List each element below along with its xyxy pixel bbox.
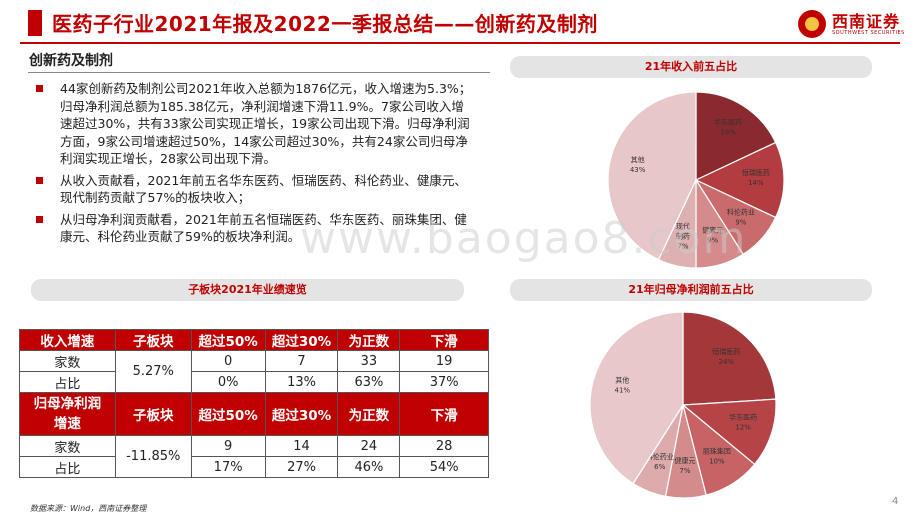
table-header-row: 归母净利润增速 子板块 超过50% 超过30% 为正数 下滑 <box>20 393 489 436</box>
sector-growth-value: 5.27% <box>115 351 191 393</box>
table-cell: 17% <box>191 457 265 478</box>
table-header-cell: 收入增速 <box>20 330 116 351</box>
table-header-cell: 子板块 <box>115 330 191 351</box>
table-cell: 33 <box>338 351 400 372</box>
logo-emblem-icon <box>798 10 826 38</box>
table-header-cell: 下滑 <box>400 393 489 436</box>
company-logo: 西南证券 SOUTHWEST SECURITIES <box>798 6 908 42</box>
table-cell: 19 <box>400 351 489 372</box>
table-row-label: 家数 <box>20 351 116 372</box>
table-header-cell: 超过50% <box>191 393 265 436</box>
table-cell: 0 <box>191 351 265 372</box>
table-header-cell: 归母净利润 增速 <box>20 393 116 436</box>
np-header-line1: 归母净利润 <box>34 396 102 412</box>
table-row-label: 占比 <box>20 372 116 393</box>
table-cell: 28 <box>400 436 489 457</box>
data-source-note: 数据来源：Wind，西南证券整理 <box>30 503 146 514</box>
table-cell: 9 <box>191 436 265 457</box>
table-header-cell: 为正数 <box>338 330 400 351</box>
bullet-square-icon <box>36 85 43 92</box>
table-cell: 46% <box>338 457 400 478</box>
bullet-text: 从收入贡献看，2021年前五名华东医药、恒瑞医药、科伦药业、健康元、现代制药贡献… <box>60 173 467 206</box>
section-heading: 创新药及制剂 <box>29 50 113 70</box>
bullet-item: 44家创新药及制剂公司2021年收入总额为1876亿元，收入增速为5.3%；归母… <box>36 80 476 168</box>
table-title: 子板块2021年业绩速览 <box>31 279 464 301</box>
logo-english-name: SOUTHWEST SECURITIES <box>832 30 905 36</box>
np-header-line2: 增速 <box>54 416 81 432</box>
table-row: 家数 -11.85% 9 14 24 28 <box>20 436 489 457</box>
table-header-cell: 下滑 <box>400 330 489 351</box>
page-title: 医药子行业2021年报及2022一季报总结——创新药及制剂 <box>52 8 598 37</box>
table-header-cell: 超过30% <box>265 393 338 436</box>
net-profit-pie-chart: 恒瑞医药 24%华东医药 12%丽珠集团 10%健康元 7%科伦药业 6%其他 41% <box>578 300 788 510</box>
sector-growth-value: -11.85% <box>115 436 191 478</box>
performance-table: 收入增速 子板块 超过50% 超过30% 为正数 下滑 家数 5.27% 0 7… <box>19 329 489 478</box>
table-header-cell: 超过30% <box>265 330 338 351</box>
chart-title-net-profit: 21年归母净利润前五占比 <box>510 279 872 301</box>
bullet-text: 44家创新药及制剂公司2021年收入总额为1876亿元，收入增速为5.3%；归母… <box>60 81 471 166</box>
table-row-label: 家数 <box>20 436 116 457</box>
table-cell: 0% <box>191 372 265 393</box>
table-header-row: 收入增速 子板块 超过50% 超过30% 为正数 下滑 <box>20 330 489 351</box>
table-cell: 7 <box>265 351 338 372</box>
table-cell: 24 <box>338 436 400 457</box>
chart-title-revenue: 21年收入前五占比 <box>510 56 872 78</box>
watermark: www.baogao8.com <box>300 213 747 264</box>
bullet-square-icon <box>36 216 43 223</box>
bullet-square-icon <box>36 177 43 184</box>
logo-name: 西南证券 <box>832 8 900 32</box>
table-header-cell: 为正数 <box>338 393 400 436</box>
table-header-cell: 子板块 <box>115 393 191 436</box>
table-cell: 27% <box>265 457 338 478</box>
table-cell: 37% <box>400 372 489 393</box>
table-row-label: 占比 <box>20 457 116 478</box>
bullet-item: 从收入贡献看，2021年前五名华东医药、恒瑞医药、科伦药业、健康元、现代制药贡献… <box>36 172 476 207</box>
table-cell: 13% <box>265 372 338 393</box>
table-row: 家数 5.27% 0 7 33 19 <box>20 351 489 372</box>
table-row: 占比 0% 13% 63% 37% <box>20 372 489 393</box>
table-cell: 14 <box>265 436 338 457</box>
title-accent-bar <box>28 10 42 36</box>
section-divider <box>28 72 490 73</box>
table-cell: 63% <box>338 372 400 393</box>
table-cell: 54% <box>400 457 489 478</box>
page-number: 4 <box>892 496 898 507</box>
table-row: 占比 17% 27% 46% 54% <box>20 457 489 478</box>
table-header-cell: 超过50% <box>191 330 265 351</box>
title-divider <box>20 42 900 44</box>
